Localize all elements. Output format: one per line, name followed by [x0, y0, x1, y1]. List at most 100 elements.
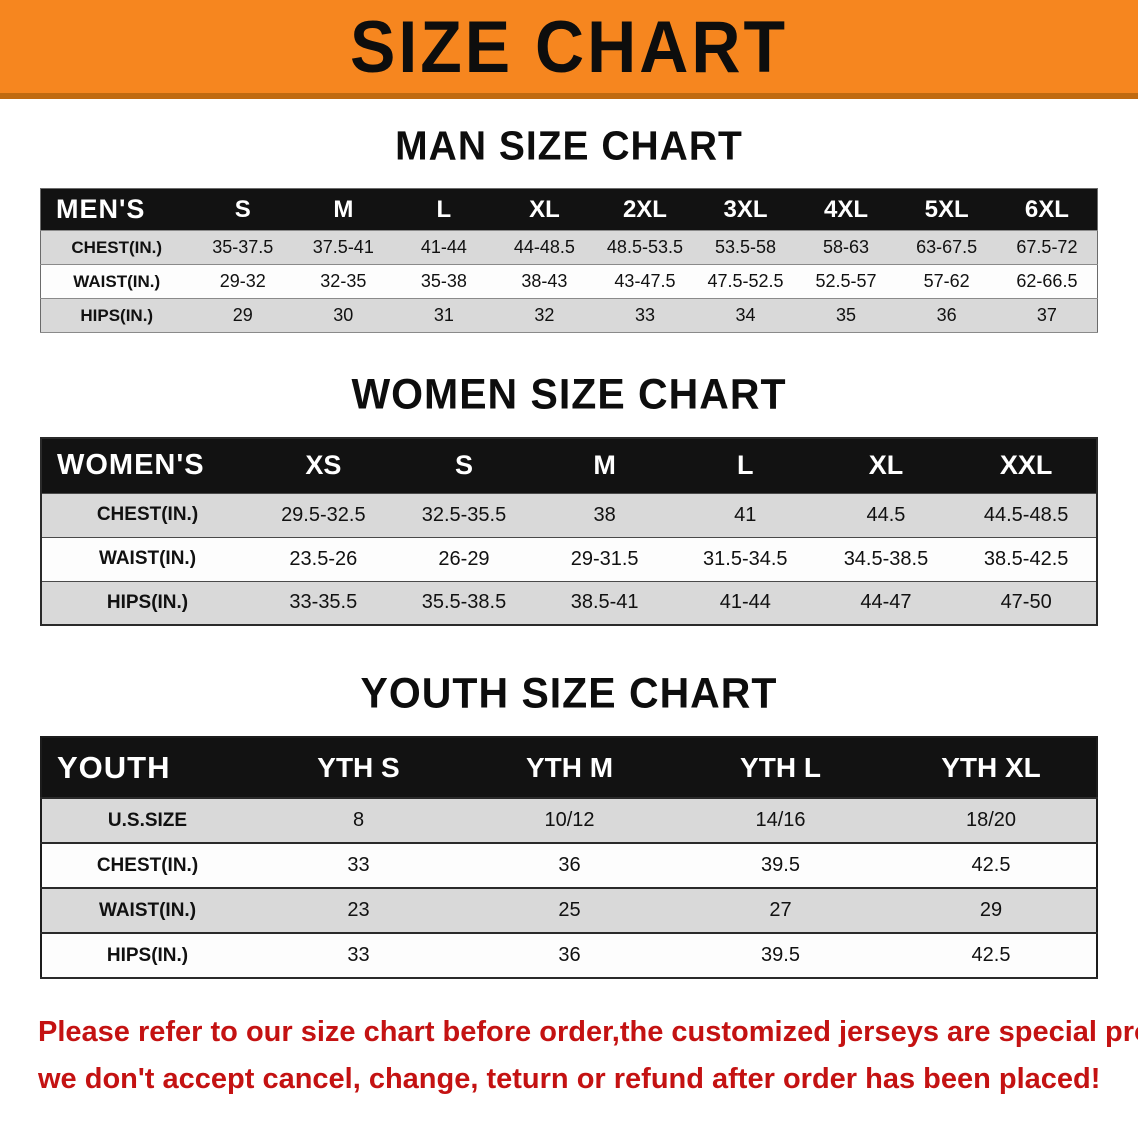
column-header: S	[454, 450, 473, 481]
table-corner-label: WOMEN'S	[57, 449, 205, 482]
size-cell: 36	[558, 854, 581, 876]
size-cell: 32-35	[320, 271, 367, 291]
size-cell: 47-50	[1000, 591, 1052, 614]
size-cell: 33	[634, 305, 655, 325]
size-cell: 38	[593, 503, 616, 526]
table-row: CHEST(IN.) 35-37.5 37.5-41 41-44 44-48.5 48.5…	[40, 230, 1098, 265]
banner: SIZE CHART	[0, 0, 1138, 99]
size-cell: 32	[534, 305, 555, 325]
page-title: SIZE CHART	[350, 5, 788, 88]
row-label: WAIST(IN.)	[98, 548, 197, 569]
column-header: 6XL	[1024, 195, 1069, 223]
notice-line-2: we don't accept cancel, change, teturn o…	[38, 1063, 1101, 1095]
column-header: XXL	[999, 450, 1053, 481]
column-header: 4XL	[824, 195, 869, 223]
size-chart-sections: MAN SIZE CHART MEN'S S M L XL 2XL 3XL 4XL 5XL 6XL C…	[0, 123, 1138, 979]
row-label: WAIST(IN.)	[73, 271, 161, 291]
row-label: CHEST(IN.)	[96, 504, 199, 525]
table-row: CHEST(IN.) 29.5-32.5 32.5-35.5 38 41 44.5 44.5…	[41, 493, 1097, 537]
size-cell: 36	[936, 305, 957, 325]
size-cell: 41-44	[420, 237, 467, 257]
table-row: HIPS(IN.) 33 36 39.5 42.5	[41, 933, 1097, 978]
size-cell: 67.5-72	[1016, 237, 1078, 257]
size-cell: 48.5-53.5	[606, 237, 683, 257]
size-cell: 35.5-38.5	[421, 591, 507, 614]
table-row: U.S.SIZE 8 10/12 14/16 18/20	[41, 798, 1097, 843]
size-cell: 42.5	[971, 854, 1011, 876]
table-row: CHEST(IN.) 33 36 39.5 42.5	[41, 843, 1097, 888]
size-cell: 37	[1036, 305, 1057, 325]
column-header: XL	[868, 450, 904, 481]
table-corner-label: MEN'S	[56, 194, 146, 224]
table-row: HIPS(IN.) 33-35.5 35.5-38.5 38.5-41 41-44 44-…	[41, 581, 1097, 625]
column-header: M	[593, 450, 616, 481]
size-cell: 8	[352, 809, 365, 831]
row-label: HIPS(IN.)	[106, 944, 189, 966]
column-header: XL	[529, 195, 560, 223]
table-corner-label: YOUTH	[57, 749, 171, 785]
size-cell: 32.5-35.5	[421, 503, 507, 526]
notice-line-1: Please refer to our size chart before or…	[38, 1016, 1138, 1048]
size-cell: 14/16	[755, 809, 806, 831]
size-cell: 35	[836, 305, 857, 325]
table-header-row: YOUTH YTH S YTH M YTH L YTH XL	[41, 737, 1097, 798]
size-cell: 63-67.5	[916, 237, 978, 257]
footer-notice: Please refer to our size chart before or…	[38, 1009, 1138, 1103]
women-section-heading: WOMEN SIZE CHART	[351, 369, 787, 419]
size-cell: 33	[347, 944, 370, 966]
size-cell: 34.5-38.5	[843, 547, 929, 570]
row-label: CHEST(IN.)	[71, 237, 163, 257]
size-cell: 29.5-32.5	[281, 503, 366, 526]
size-cell: 41	[734, 503, 757, 526]
size-cell: 35-37.5	[212, 237, 274, 257]
table-row: WAIST(IN.) 23.5-26 26-29 29-31.5 31.5-34.5 34…	[41, 537, 1097, 581]
size-cell: 44-47	[860, 591, 912, 614]
size-cell: 10/12	[544, 809, 595, 831]
size-cell: 36	[558, 944, 581, 966]
column-header: L	[737, 450, 754, 481]
size-cell: 44.5	[866, 503, 906, 526]
row-label: CHEST(IN.)	[96, 854, 199, 876]
size-cell: 53.5-58	[714, 237, 777, 257]
size-cell: 43-47.5	[614, 271, 676, 291]
size-cell: 29-31.5	[570, 547, 639, 570]
youth-section-heading: YOUTH SIZE CHART	[360, 668, 778, 718]
row-label: U.S.SIZE	[107, 809, 188, 831]
size-cell: 41-44	[719, 591, 771, 614]
table-header-row: WOMEN'S XS S M L XL XXL	[41, 438, 1097, 493]
column-header: YTH M	[525, 751, 614, 783]
column-header: 3XL	[723, 195, 768, 223]
size-cell: 62-66.5	[1016, 271, 1078, 291]
size-cell: 33-35.5	[289, 591, 358, 614]
size-cell: 30	[333, 305, 354, 325]
size-cell: 25	[558, 899, 581, 921]
size-cell: 44-48.5	[513, 237, 575, 257]
column-header: YTH S	[317, 751, 400, 783]
column-header: YTH L	[740, 751, 821, 783]
size-cell: 42.5	[971, 944, 1011, 966]
size-chart-page: SIZE CHART MAN SIZE CHART MEN'S S M L XL 2XL 3X…	[0, 0, 1138, 1103]
men-section-heading: MAN SIZE CHART	[395, 123, 743, 170]
size-cell: 58-63	[823, 237, 870, 257]
size-cell: 27	[769, 899, 792, 921]
row-label: HIPS(IN.)	[80, 305, 154, 325]
size-cell: 29-32	[219, 271, 266, 291]
size-cell: 29	[979, 899, 1003, 921]
table-row: WAIST(IN.) 23 25 27 29	[41, 888, 1097, 933]
size-cell: 38-43	[521, 271, 568, 291]
size-cell: 31.5-34.5	[703, 547, 788, 570]
size-cell: 35-38	[420, 271, 467, 291]
size-cell: 37.5-41	[312, 237, 374, 257]
size-cell: 23	[347, 899, 370, 921]
size-cell: 29	[232, 305, 253, 325]
men-size-table: MEN'S S M L XL 2XL 3XL 4XL 5XL 6XL CHEST(IN.) 35-37…	[40, 188, 1098, 333]
size-cell: 39.5	[761, 854, 800, 876]
size-cell: 44.5-48.5	[983, 503, 1069, 526]
column-header: S	[234, 195, 251, 223]
size-cell: 31	[433, 305, 454, 325]
size-cell: 47.5-52.5	[707, 271, 784, 291]
column-header: 2XL	[622, 195, 667, 223]
column-header: L	[436, 195, 452, 223]
column-header: XS	[305, 450, 342, 481]
table-row: WAIST(IN.) 29-32 32-35 35-38 38-43 43-47.5 47.…	[40, 264, 1098, 299]
